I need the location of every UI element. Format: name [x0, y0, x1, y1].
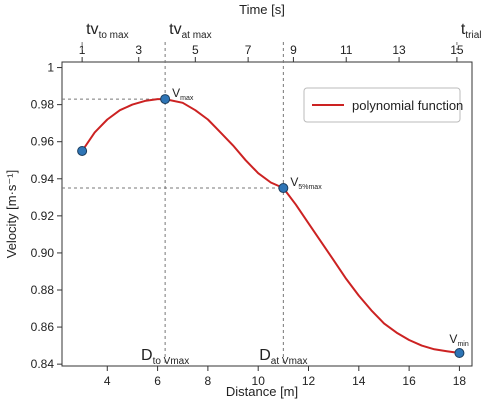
data-point-label: Vmax	[172, 86, 194, 102]
reference-lines: Dto Vmax Dat Vmax	[62, 42, 458, 367]
annotation-layer: tvto max tvat max ttrial 15	[86, 21, 484, 41]
data-point-label: Vmin	[449, 332, 468, 348]
x-tick-label: 18	[453, 374, 467, 388]
top-axis-title: Time [s]	[239, 2, 285, 17]
top-tick-label: 7	[245, 43, 252, 57]
top-time-annotation: tvat max	[169, 21, 211, 41]
legend-label: polynomial function	[352, 98, 463, 113]
y-tick-label: 0.94	[31, 172, 55, 186]
x-tick-label: 12	[302, 374, 316, 388]
data-point	[77, 145, 88, 156]
top-time-annotation: tvto max	[86, 21, 128, 41]
series-line	[81, 98, 460, 354]
x-tick-label: 10	[252, 374, 266, 388]
x-tick-label: 8	[205, 374, 212, 388]
series-layer	[81, 98, 460, 354]
data-point	[454, 348, 465, 359]
points-layer: Vmax V5%max Vmin	[77, 86, 469, 359]
top-time-annotation: ttrial 15	[461, 21, 484, 41]
data-point	[278, 183, 289, 194]
x-tick-label: 4	[104, 374, 111, 388]
top-tick-label: 9	[290, 43, 297, 57]
y-tick-label: 0.98	[31, 98, 55, 112]
x-tick-label: 16	[402, 374, 416, 388]
legend: polynomial function	[303, 87, 463, 123]
y-axis-title: Velocity [m·s⁻¹]	[4, 170, 19, 259]
y-tick-label: 0.88	[31, 283, 55, 297]
y-tick-label: 0.86	[31, 320, 55, 334]
reference-distance-label: Dat Vmax	[259, 347, 307, 367]
x-axis-title: Distance [m]	[226, 384, 298, 399]
top-tick-label: 13	[392, 43, 406, 57]
top-tick-label: 5	[192, 43, 199, 57]
y-tick-label: 0.96	[31, 135, 55, 149]
data-point	[160, 94, 171, 105]
top-tick-label: 11	[340, 43, 353, 57]
reference-distance-label: Dto Vmax	[141, 347, 189, 367]
legend-box	[303, 87, 461, 123]
plot-area-frame	[61, 61, 473, 367]
axes-layer: 4 6 8 10 12 14 16 18 0.84 0.86 0.88 0.90 0.92 0.94 0.9…	[31, 43, 467, 388]
y-tick-label: 0.84	[31, 357, 55, 371]
x-tick-label: 14	[352, 374, 366, 388]
x-tick-label: 6	[154, 374, 161, 388]
y-tick-label: 0.90	[31, 246, 55, 260]
y-tick-label: 1	[47, 61, 54, 75]
top-tick-label: 3	[135, 43, 142, 57]
data-point-label: V5%max	[290, 175, 322, 191]
y-tick-label: 0.92	[31, 209, 55, 223]
